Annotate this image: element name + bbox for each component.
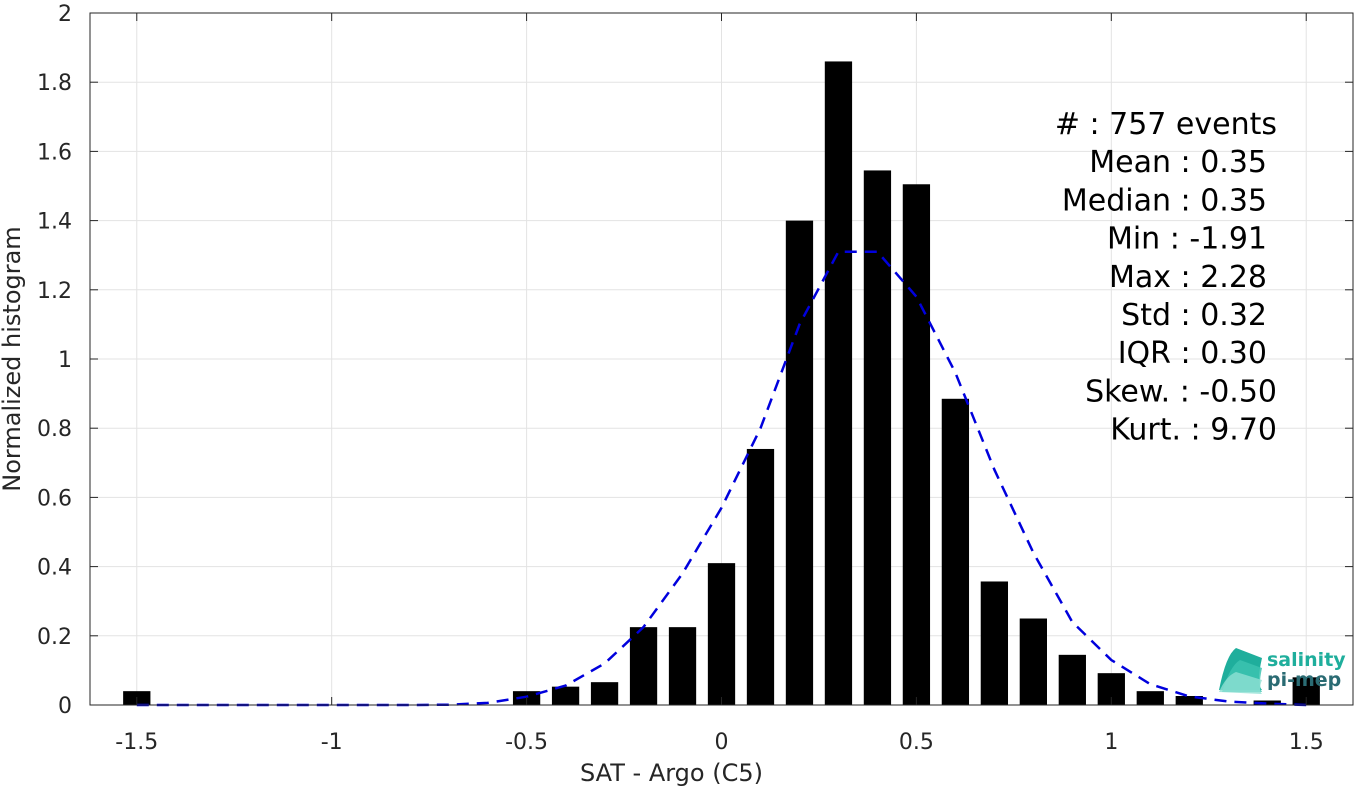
- x-axis-ticks: -1.5 -1 -0.5 0 0.5 1 1.5: [115, 13, 1324, 755]
- histogram-bar: [707, 563, 736, 705]
- histogram-bar: [668, 627, 697, 705]
- stat-line: # : 757 events: [1055, 107, 1277, 142]
- x-tick-label: 0: [715, 730, 729, 755]
- stat-line: Kurt. : 9.70: [1110, 413, 1277, 448]
- logo-waves-icon: [1219, 648, 1262, 694]
- stat-line: Min : -1.91: [1107, 222, 1267, 257]
- y-tick-label: 0: [58, 694, 72, 719]
- y-tick-label: 0.2: [37, 625, 72, 650]
- x-axis-label: SAT - Argo (C5): [580, 759, 763, 787]
- histogram-bar: [1019, 618, 1047, 705]
- y-axis-ticks: 0 0.2 0.4 0.6 0.8 1 1.2 1.4 1.6 1.8 2: [37, 2, 1353, 719]
- x-tick-label: -1: [321, 730, 343, 755]
- y-tick-label: 1.6: [37, 140, 72, 165]
- stat-line: IQR : 0.30: [1118, 336, 1267, 371]
- stat-line: Mean : 0.35: [1089, 145, 1267, 180]
- y-tick-label: 0.6: [37, 486, 72, 511]
- x-tick-label: -0.5: [505, 730, 548, 755]
- histogram-bars: [123, 61, 1320, 705]
- histogram-bar: [824, 61, 853, 705]
- y-tick-label: 2: [58, 2, 72, 27]
- salinity-pimep-logo: salinity pi-mep: [1219, 648, 1346, 694]
- histogram-bar: [980, 581, 1009, 705]
- logo-text-pimep: pi-mep: [1267, 669, 1341, 691]
- histogram-bar: [1175, 696, 1203, 705]
- histogram-bar: [590, 682, 619, 705]
- histogram-bar: [629, 627, 658, 705]
- x-tick-label: 1: [1104, 730, 1118, 755]
- x-tick-label: 1.5: [1289, 730, 1324, 755]
- histogram-bar: [551, 686, 580, 705]
- y-tick-label: 1.4: [37, 210, 72, 235]
- histogram-bar: [863, 170, 892, 705]
- histogram-bar: [902, 184, 931, 705]
- stat-line: Median : 0.35: [1062, 183, 1267, 218]
- stat-line: Skew. : -0.50: [1085, 374, 1277, 409]
- histogram-bar: [1058, 654, 1086, 705]
- x-tick-label: 0.5: [899, 730, 934, 755]
- y-tick-label: 0.8: [37, 417, 72, 442]
- y-axis-label: Normalized histogram: [0, 226, 26, 491]
- stat-line: Std : 0.32: [1121, 298, 1267, 333]
- y-tick-label: 1: [58, 348, 72, 373]
- histogram-bar: [746, 448, 775, 705]
- y-tick-label: 1.8: [37, 71, 72, 96]
- histogram-bar: [941, 398, 970, 705]
- x-tick-label: -1.5: [115, 730, 158, 755]
- y-tick-label: 0.4: [37, 556, 72, 581]
- histogram-bar: [785, 220, 814, 705]
- histogram-bar: [1136, 691, 1164, 705]
- logo-text-salinity: salinity: [1267, 649, 1346, 671]
- y-tick-label: 1.2: [37, 279, 72, 304]
- histogram-bar: [1253, 700, 1281, 705]
- stat-line: Max : 2.28: [1109, 260, 1267, 295]
- fit-curve: [136, 250, 1307, 707]
